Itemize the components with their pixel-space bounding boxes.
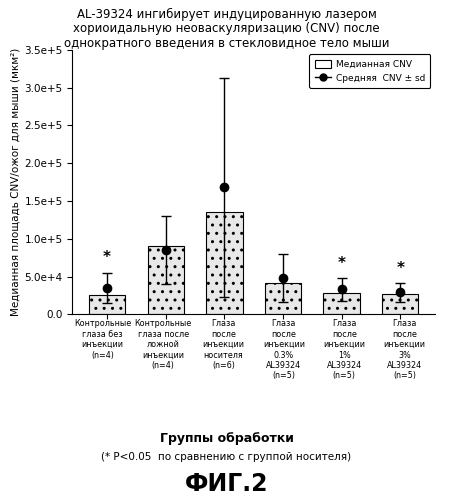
- Text: ФИГ.2: ФИГ.2: [185, 472, 268, 496]
- Bar: [382, 294, 419, 314]
- Y-axis label: Медианная площадь CNV/ожог для мыши (мкм²): Медианная площадь CNV/ожог для мыши (мкм…: [10, 48, 20, 316]
- Text: однократного введения в стекловидное тело мыши: однократного введения в стекловидное тел…: [64, 37, 389, 50]
- Text: Глаза
после
инъекции
носителя
(n=6): Глаза после инъекции носителя (n=6): [202, 319, 245, 370]
- Text: Контрольные
глаза после
ложной
инъекции
(n=4): Контрольные глаза после ложной инъекции …: [135, 319, 192, 370]
- Text: (* P<0.05  по сравнению с группой носителя): (* P<0.05 по сравнению с группой носител…: [101, 452, 352, 462]
- Bar: [265, 282, 301, 314]
- Legend: Медианная CNV, Средняя  CNV ± sd: Медианная CNV, Средняя CNV ± sd: [309, 54, 430, 88]
- Text: Контрольные
глаза без
инъекции
(n=4): Контрольные глаза без инъекции (n=4): [74, 319, 131, 360]
- Bar: [89, 295, 125, 314]
- Text: AL-39324 ингибирует индуцированную лазером: AL-39324 ингибирует индуцированную лазер…: [77, 7, 376, 20]
- Text: Глаза
после
инъекции
0.3%
AL39324
(n=5): Глаза после инъекции 0.3% AL39324 (n=5): [263, 319, 305, 380]
- Text: *: *: [337, 255, 346, 270]
- Text: *: *: [103, 250, 111, 265]
- Text: Группы обработки: Группы обработки: [159, 432, 294, 445]
- Bar: [206, 213, 242, 314]
- Text: Глаза
после
инъекции
1%
AL39324
(n=5): Глаза после инъекции 1% AL39324 (n=5): [323, 319, 365, 380]
- Text: Глаза
после
инъекции
3%
AL39324
(n=5): Глаза после инъекции 3% AL39324 (n=5): [384, 319, 426, 380]
- Bar: [323, 293, 360, 314]
- Text: хориоидальную неоваскуляризацию (CNV) после: хориоидальную неоваскуляризацию (CNV) по…: [73, 22, 380, 35]
- Text: *: *: [396, 261, 404, 276]
- Bar: [148, 247, 184, 314]
